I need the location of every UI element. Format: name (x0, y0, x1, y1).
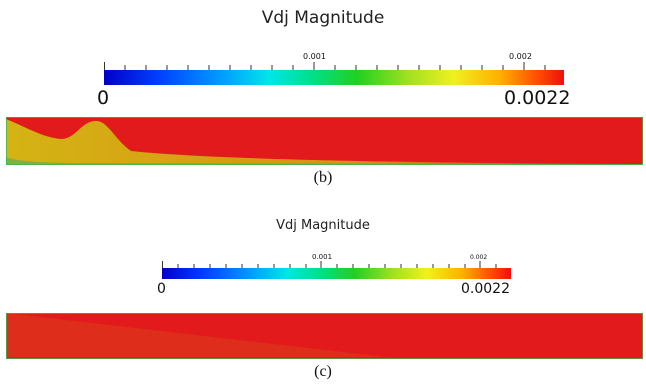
panel-b-title: Vdj Magnitude (261, 8, 385, 28)
panel-c-title: Vdj Magnitude (276, 218, 370, 233)
panel-c-colorbar (162, 260, 511, 279)
panel-c-colorbar-ticks (162, 261, 497, 268)
panel-c-caption: (c) (314, 363, 332, 380)
panel-b-field-svg (6, 117, 643, 165)
panel-b-colorbar-tick-label-001: 0.001 (303, 52, 326, 61)
panel-b-colorbar-tick-label-002: 0.002 (509, 52, 532, 61)
panel-c-colorbar-tick-label-001: 0.001 (312, 253, 333, 261)
panel-c-colorbar-tick-label-002: 0.002 (470, 254, 488, 261)
panel-c-colorbar-min-label: 0 (157, 281, 166, 297)
panel-c-colorbar-max-label: 0.0022 (461, 281, 510, 297)
panel-c-field-region-shade (6, 313, 386, 357)
panel-b-colorbar-min-label: 0 (97, 87, 110, 109)
panel-b-field-region-yellow (6, 119, 643, 165)
panel-b-field-plot (6, 117, 643, 165)
panel-c-colorbar-gradient (162, 268, 511, 279)
panel-b-colorbar-gradient (104, 70, 564, 85)
panel-b-field-region-low (6, 157, 643, 165)
panel-b-caption: (b) (313, 169, 333, 186)
panel-b-colorbar (104, 60, 564, 85)
panel-c-field-svg (6, 313, 643, 359)
panel-b-colorbar-max-label: 0.0022 (504, 87, 571, 109)
panel-c-field-plot (6, 313, 643, 359)
panel-b-colorbar-ticks (104, 62, 546, 70)
